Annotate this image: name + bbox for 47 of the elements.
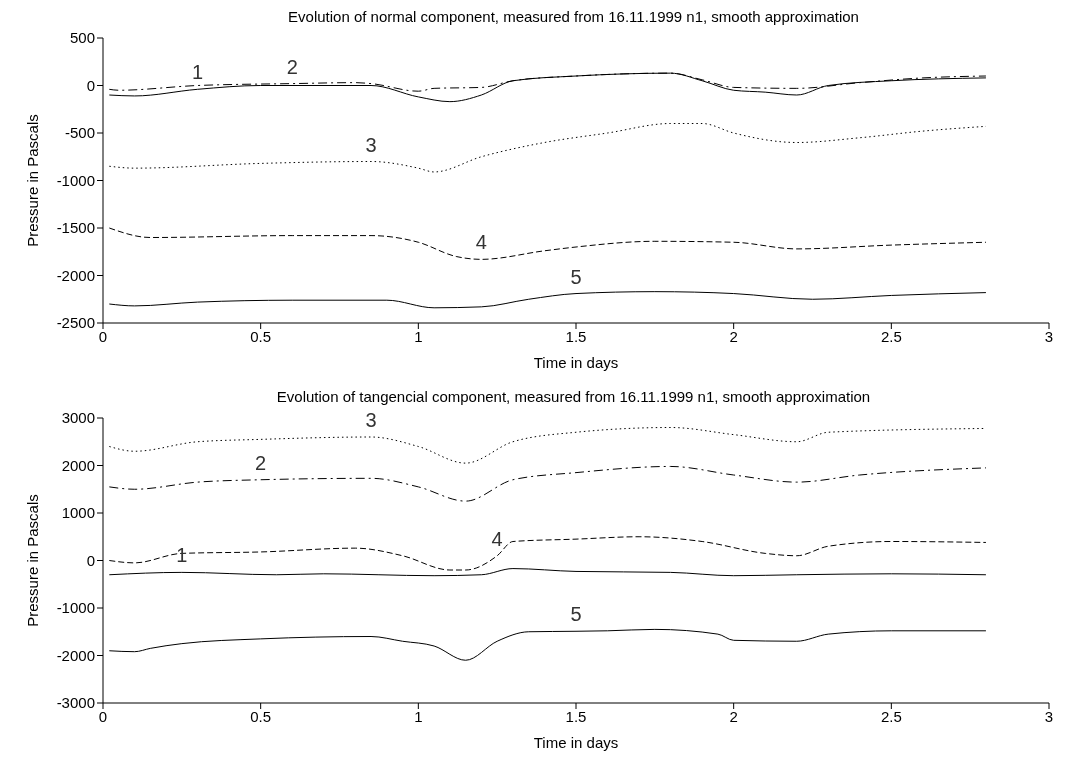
annotation: 5 [570,265,582,288]
x-axis-title: Time in days [533,354,619,371]
x-tick-label: 2.5 [880,707,902,725]
y-tick-label: -500 [64,124,95,142]
line-series [108,291,987,309]
x-tick-label: 0.5 [250,327,272,345]
chart-title: Evolution of normal component, measured from 16.11.1999 n1, smooth approximation [287,8,860,27]
line-series [108,227,987,260]
x-tick-label: 1.5 [565,707,587,725]
y-tick-label: 0 [86,76,95,94]
y-tick-label: -1500 [56,219,95,237]
annotation: 1 [192,61,204,84]
annotation: 2 [286,55,298,78]
y-tick-label: 0 [86,551,95,569]
x-tick-label: 3 [1044,707,1054,725]
y-tick-label: -2000 [56,266,95,284]
chart-title: Evolution of tangencial component, measured from 16.11.1999 n1, smooth approximation [275,388,872,407]
line-series [108,568,987,577]
y-tick-label: -1000 [56,599,95,617]
x-tick-label: 0.5 [250,707,272,725]
x-tick-label: 1 [414,707,423,725]
annotation: 4 [475,231,487,254]
x-tick-label: 3 [1044,327,1054,345]
annotation: 2 [255,451,267,474]
x-tick-label: 0 [98,707,108,725]
y-tick-label: 1000 [61,504,95,522]
x-tick-label: 2.5 [880,327,902,345]
y-tick-label: 3000 [61,409,95,427]
x-tick-label: 2 [729,707,738,725]
x-axis-title: Time in days [533,734,619,751]
annotation: 5 [570,603,582,626]
y-tick-label: -2500 [56,314,95,332]
y-tick-label: 500 [69,29,95,47]
y-axis-title: Pressure in Pascals [24,114,42,247]
annotation: 4 [491,527,503,550]
x-tick-label: 0 [98,327,108,345]
annotation: 3 [365,133,377,156]
annotation: 3 [365,409,377,431]
y-tick-label: -3000 [56,694,95,712]
y-axis-title: Pressure in Pascals [24,494,42,627]
x-tick-label: 1 [414,327,423,345]
y-tick-label: -2000 [56,646,95,664]
y-tick-label: 2000 [61,456,95,474]
y-tick-label: -1000 [56,171,95,189]
x-tick-label: 2 [729,327,738,345]
line-series [108,628,987,661]
x-tick-label: 1.5 [565,327,587,345]
